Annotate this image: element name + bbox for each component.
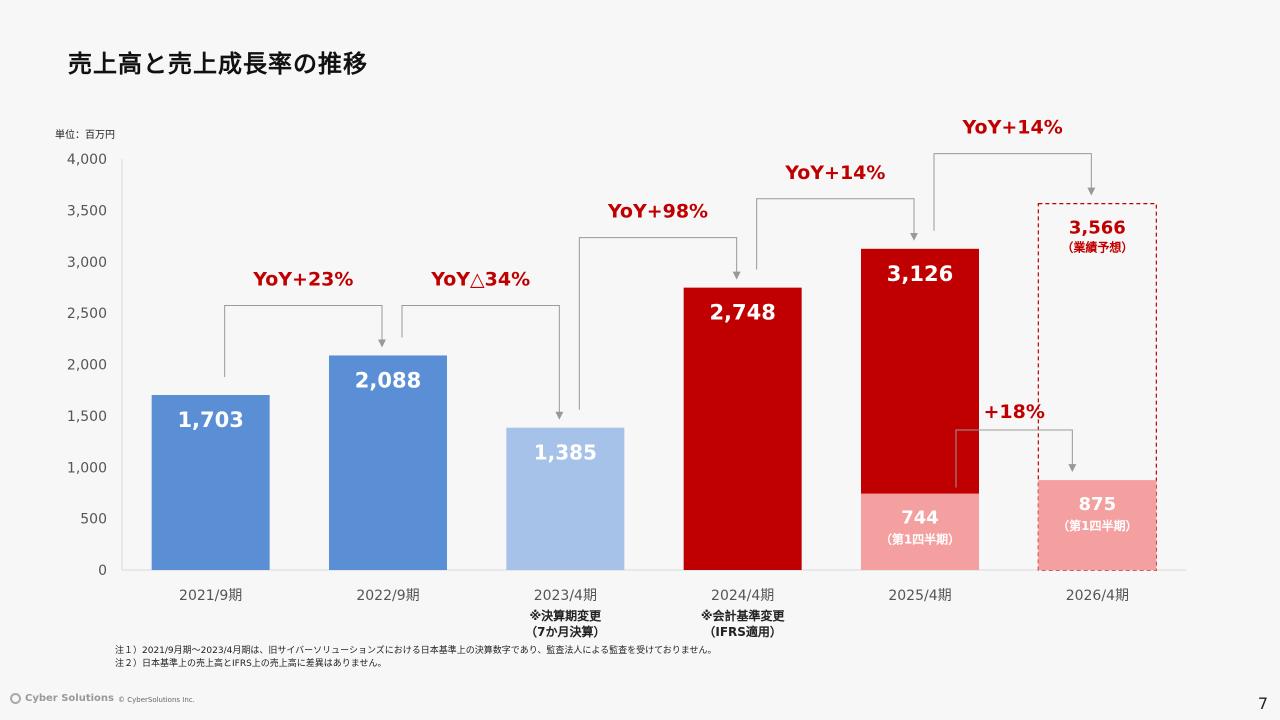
- y-tick-label: 3,000: [67, 255, 107, 271]
- q1-growth-label: +18%: [983, 401, 1044, 423]
- yoy-connector: [933, 153, 1096, 231]
- yoy-connector: [224, 304, 386, 378]
- footnote-2: 注２）日本基準上の売上高とIFRS上の売上高に差異はありません。: [115, 659, 387, 669]
- bar-value-label: 3,566: [1069, 218, 1126, 239]
- q1-value-label: 744: [901, 508, 939, 529]
- bar-total: [506, 427, 625, 570]
- yoy-label: YoY+14%: [962, 117, 1063, 139]
- category-note: （IFRS適用）: [703, 624, 782, 639]
- logo-text: Cyber Solutions: [25, 693, 114, 704]
- category-note: ※会計基準変更: [701, 608, 786, 623]
- footnote-1: 注１）2021/9月期～2023/4月期は、旧サイバーソリューションズにおける日…: [115, 646, 717, 656]
- q1-sublabel: （第1四半期）: [880, 532, 960, 547]
- bar-value-label: 3,126: [887, 262, 953, 286]
- y-tick-label: 2,000: [67, 358, 107, 374]
- q1-value-label: 875: [1079, 494, 1117, 515]
- bar-total: [683, 287, 802, 570]
- y-tick-label: 2,500: [67, 306, 107, 322]
- footnotes: 注１）2021/9月期～2023/4月期は、旧サイバーソリューションズにおける日…: [115, 645, 717, 671]
- bar-value-label: 2,088: [355, 368, 421, 392]
- x-tick-label: 2022/9期: [356, 588, 419, 604]
- yoy-label: YoY+14%: [784, 162, 885, 184]
- bar-q1: [861, 493, 979, 570]
- bar-total: [151, 395, 270, 570]
- q1-sublabel: （第1四半期）: [1057, 518, 1137, 533]
- category-note: （7か月決算）: [525, 624, 605, 639]
- x-tick-label: 2024/4期: [711, 588, 774, 604]
- y-tick-label: 0: [98, 563, 107, 579]
- yoy-connector: [578, 237, 741, 410]
- bar-q1: [1038, 480, 1157, 570]
- logo-icon: [10, 693, 21, 704]
- yoy-label: YoY+23%: [252, 268, 353, 290]
- yoy-label: YoY△34%: [430, 268, 530, 290]
- unit-label: 単位：百万円: [55, 130, 115, 141]
- category-note: ※決算期変更: [529, 608, 602, 623]
- bar-total: [329, 355, 447, 570]
- yoy-connector: [756, 198, 918, 270]
- page-number: 7: [1257, 694, 1268, 713]
- copyright: © CyberSolutions Inc.: [118, 696, 195, 704]
- bar-value-label: 2,748: [709, 301, 775, 325]
- y-tick-label: 1,000: [67, 460, 107, 476]
- yoy-label: YoY+98%: [607, 201, 708, 223]
- page-title: 売上高と売上成長率の推移: [68, 50, 368, 78]
- y-tick-label: 500: [80, 512, 107, 528]
- x-tick-label: 2021/9期: [179, 588, 242, 604]
- yoy-connector: [401, 304, 564, 420]
- forecast-label: （業績予想）: [1061, 240, 1133, 255]
- bar-forecast: [1037, 202, 1157, 571]
- y-tick-label: 4,000: [67, 152, 107, 168]
- y-tick-label: 1,500: [67, 409, 107, 425]
- x-tick-label: 2025/4期: [888, 588, 951, 604]
- x-tick-label: 2026/4期: [1066, 588, 1129, 604]
- bar-value-label: 1,385: [534, 441, 597, 465]
- company-logo: Cyber Solutions: [10, 693, 114, 704]
- q1-growth-connector: [955, 429, 1077, 488]
- y-tick-label: 3,500: [67, 203, 107, 219]
- x-tick-label: 2023/4期: [534, 588, 597, 604]
- bar-value-label: 1,703: [177, 408, 243, 432]
